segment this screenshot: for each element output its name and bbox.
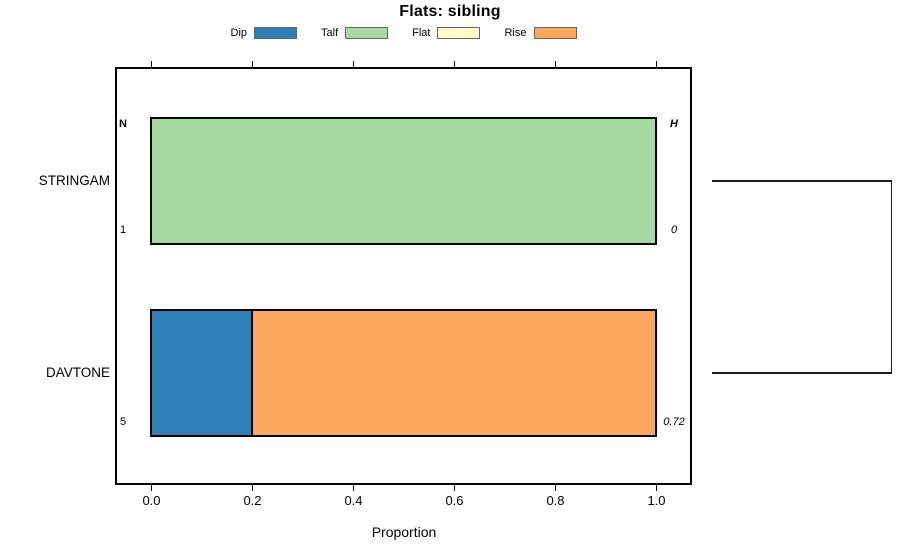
- x-tick-top: [251, 61, 254, 67]
- right-value-davtone: 0.72: [663, 416, 685, 428]
- legend: Dip Talf Flat Rise: [115, 25, 692, 41]
- bar-segment-rise: [252, 311, 655, 435]
- bar-row-davtone: [150, 309, 657, 437]
- legend-label: Dip: [230, 27, 248, 39]
- x-tick-label: 0.4: [344, 493, 363, 508]
- left-header: N: [119, 118, 127, 130]
- x-tick-top: [554, 61, 557, 67]
- dendrogram-join: [890, 180, 893, 374]
- x-tick-bottom: [352, 485, 355, 491]
- x-tick-label: 0.8: [546, 493, 565, 508]
- legend-swatch: [437, 27, 481, 39]
- left-value-stringam: 1: [119, 224, 127, 236]
- x-axis-label: Proportion: [371, 524, 437, 540]
- bar-row-stringam: [150, 117, 657, 245]
- x-tick-bottom: [554, 485, 557, 491]
- bar-segment-dip: [152, 311, 253, 435]
- x-tick-bottom: [453, 485, 456, 491]
- x-tick-label: 0.2: [243, 493, 262, 508]
- dendrogram-branch-top: [712, 180, 893, 182]
- chart-title: Flats: sibling: [399, 3, 501, 20]
- x-tick-bottom: [150, 485, 153, 491]
- dendrogram-branch-bottom: [712, 372, 893, 374]
- y-category-label-stringam: STRINGAM: [38, 173, 110, 188]
- x-tick-top: [352, 61, 355, 67]
- x-tick-label: 0.6: [445, 493, 464, 508]
- x-tick-label: 0.0: [142, 493, 161, 508]
- legend-item-dip: Dip: [231, 27, 298, 39]
- legend-item-flat: Flat: [412, 27, 481, 39]
- legend-item-talf: Talf: [321, 27, 389, 39]
- legend-item-rise: Rise: [504, 27, 577, 39]
- x-tick-top: [453, 61, 456, 67]
- legend-label: Talf: [321, 27, 339, 39]
- right-header: H: [670, 118, 678, 130]
- x-tick-top: [150, 61, 153, 67]
- x-tick-top: [655, 61, 658, 67]
- x-tick-bottom: [251, 485, 254, 491]
- right-value-stringam: 0: [670, 224, 678, 236]
- x-tick-label: 1.0: [647, 493, 666, 508]
- left-value-davtone: 5: [119, 416, 127, 428]
- legend-swatch: [254, 27, 298, 39]
- legend-label: Rise: [504, 27, 527, 39]
- x-tick-bottom: [655, 485, 658, 491]
- legend-swatch: [533, 27, 577, 39]
- y-category-label-davtone: DAVTONE: [45, 365, 110, 380]
- legend-swatch: [345, 27, 389, 39]
- bar-segment-talf: [152, 119, 655, 243]
- legend-label: Flat: [412, 27, 431, 39]
